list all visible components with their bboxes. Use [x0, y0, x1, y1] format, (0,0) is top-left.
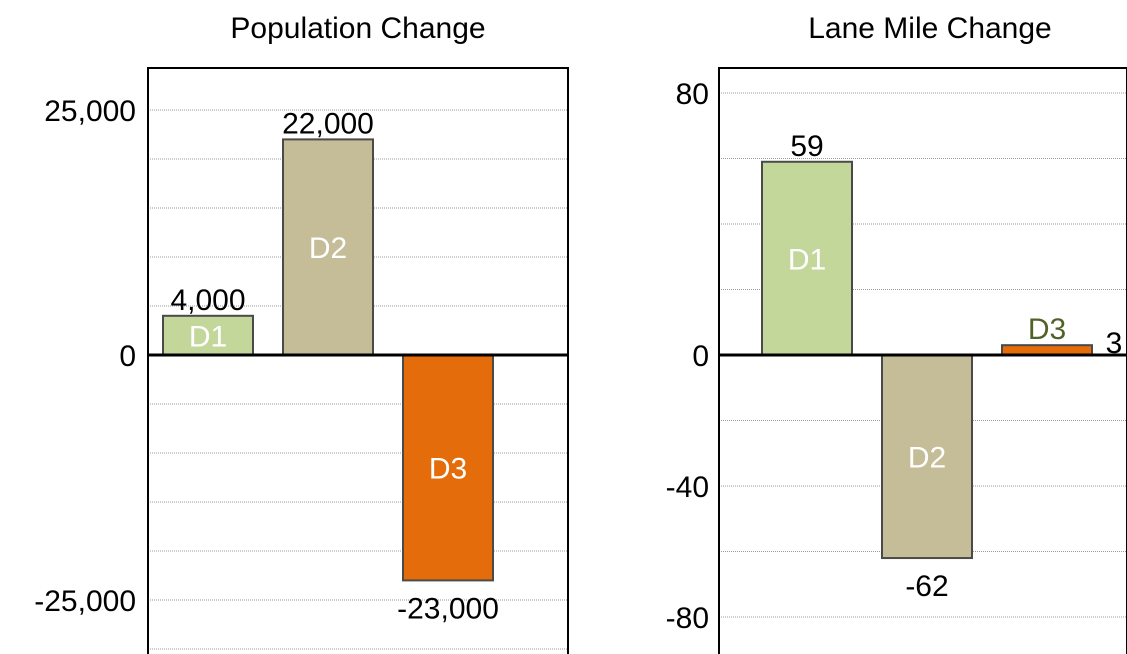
category-label: D2: [309, 232, 347, 265]
y-tick-label: 0: [692, 340, 709, 373]
category-label: D3: [1028, 313, 1066, 346]
bar-d1: [162, 314, 254, 356]
chart-title: Population Change: [230, 12, 485, 45]
category-label: D3: [429, 453, 467, 486]
population-change-chart: Population Change -25,000 0 25,000 D14,000 D2…: [34, 12, 569, 654]
bar-d2: [282, 138, 374, 356]
bar-d2: [881, 354, 973, 560]
y-tick-label: -40: [666, 471, 709, 504]
y-tick-label: -80: [666, 602, 709, 635]
plot-frame: [718, 67, 1127, 654]
data-label: 4,000: [170, 284, 245, 317]
data-label: -23,000: [397, 592, 499, 625]
plot-frame: [147, 67, 569, 654]
y-tick-label: -25,000: [34, 585, 136, 618]
y-tick-label: 80: [676, 78, 709, 111]
data-label: 22,000: [282, 107, 374, 140]
chart-title: Lane Mile Change: [808, 12, 1052, 45]
category-label: D2: [908, 442, 946, 475]
y-tick-label: 25,000: [44, 95, 136, 128]
data-label: 59: [790, 130, 823, 163]
category-label: D1: [189, 320, 227, 353]
y-tick-label: 0: [119, 340, 136, 373]
data-label: 3: [1106, 327, 1123, 360]
lane-mile-change-chart: Lane Mile Change -80 -40 0 80 D1 59 D2 -62 D3 3: [666, 12, 1127, 654]
data-label: -62: [905, 570, 948, 603]
category-label: D1: [788, 243, 826, 276]
